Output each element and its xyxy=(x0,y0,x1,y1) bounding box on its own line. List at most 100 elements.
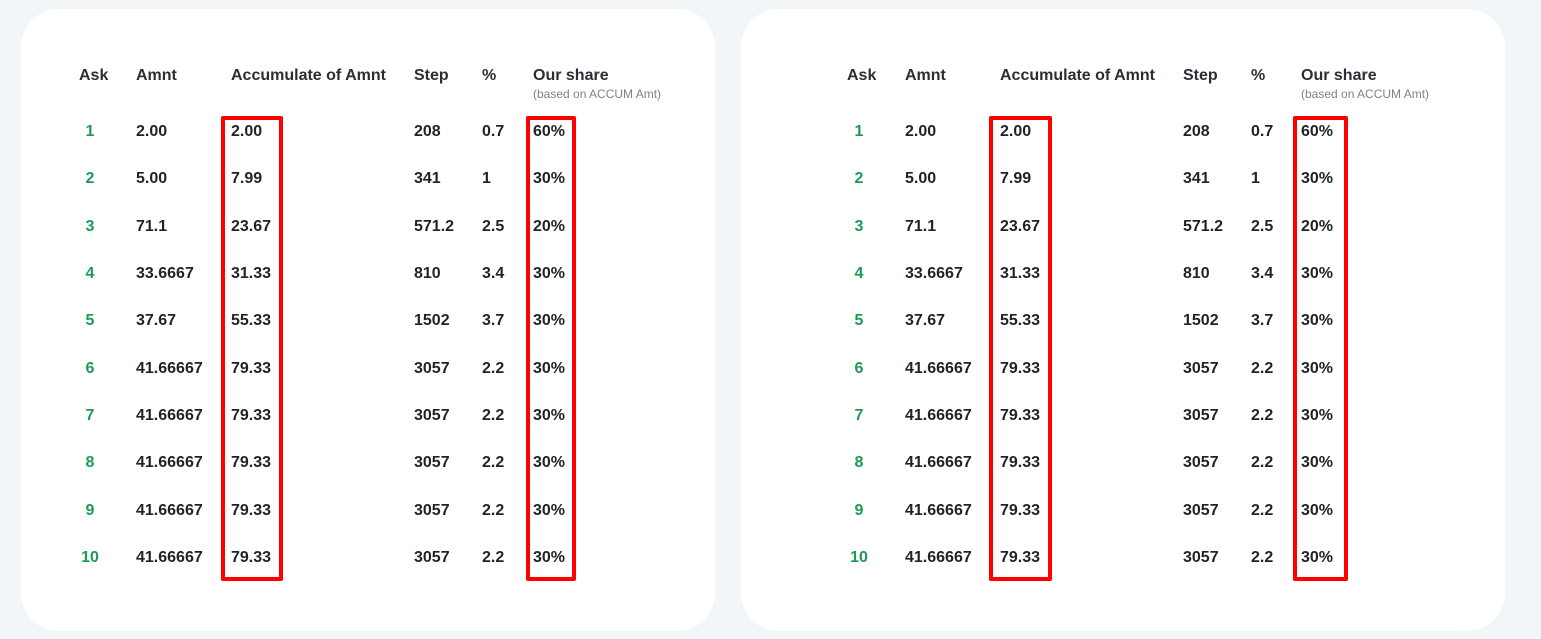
cell-accum: 7.99 xyxy=(231,170,263,188)
cell-accum: 79.33 xyxy=(231,359,272,377)
cell-step: 341 xyxy=(414,170,441,188)
cell-pct: 2.2 xyxy=(1251,359,1274,377)
cell-accum: 31.33 xyxy=(231,265,272,283)
highlight-box-accumulate-column xyxy=(989,116,1052,581)
cell-share: 30% xyxy=(1301,501,1334,519)
cell-ask: 8 xyxy=(854,454,864,472)
cell-pct: 2.5 xyxy=(1251,217,1274,235)
cell-amnt: 33.6667 xyxy=(136,265,194,283)
header-share-subtitle: (based on ACCUM Amt) xyxy=(1301,87,1430,101)
share-table: Ask Amnt Accumulate of Amnt Step% Our share (… xyxy=(741,9,1505,631)
cell-pct: 2.2 xyxy=(482,501,505,519)
cell-accum: 55.33 xyxy=(231,312,272,330)
cell-amnt: 5.00 xyxy=(905,170,937,188)
cell-pct: 3.7 xyxy=(482,312,505,330)
header-pct: % xyxy=(482,67,497,84)
cell-pct: 3.7 xyxy=(1251,312,1274,330)
cell-accum: 31.33 xyxy=(1000,265,1041,283)
cell-step: 3057 xyxy=(414,359,450,377)
cell-amnt: 41.66667 xyxy=(905,549,972,567)
cell-accum: 2.00 xyxy=(231,123,263,140)
cell-amnt: 33.6667 xyxy=(905,265,963,283)
cell-share: 30% xyxy=(1301,407,1334,425)
cell-accum: 55.33 xyxy=(1000,312,1041,330)
cell-step: 3057 xyxy=(414,549,450,567)
cell-amnt: 41.66667 xyxy=(905,407,972,425)
cell-ask: 5 xyxy=(85,312,95,330)
cell-ask: 10 xyxy=(850,549,868,567)
cell-step: 208 xyxy=(414,123,441,140)
cell-share: 30% xyxy=(1301,265,1334,283)
header-share-subtitle: (based on ACCUM Amt) xyxy=(533,87,662,101)
cell-step: 3057 xyxy=(414,407,450,425)
cell-ask: 7 xyxy=(85,407,95,425)
cell-ask: 2 xyxy=(85,170,95,188)
cell-share: 30% xyxy=(533,170,566,188)
cell-pct: 2.2 xyxy=(1251,454,1274,472)
cell-accum: 79.33 xyxy=(1000,549,1041,567)
table-card-left: Ask Amnt Accumulate of Amnt Step% Our share (… xyxy=(21,9,715,631)
cell-share: 30% xyxy=(533,407,566,425)
cell-amnt: 41.66667 xyxy=(136,501,203,519)
cell-accum: 79.33 xyxy=(231,454,272,472)
cell-amnt: 37.67 xyxy=(905,312,946,330)
cell-amnt: 2.00 xyxy=(905,123,937,140)
cell-share: 30% xyxy=(533,501,566,519)
cell-share: 60% xyxy=(1301,123,1334,140)
cell-pct: 2.2 xyxy=(1251,407,1274,425)
cell-amnt: 41.66667 xyxy=(905,501,972,519)
cell-ask: 2 xyxy=(854,170,864,188)
cell-share: 30% xyxy=(1301,312,1334,330)
header-step: Step xyxy=(414,67,449,84)
cell-accum: 79.33 xyxy=(1000,454,1041,472)
cell-ask: 3 xyxy=(85,217,95,235)
cell-pct: 2.2 xyxy=(1251,501,1274,519)
cell-pct: 2.5 xyxy=(482,217,505,235)
cell-step: 810 xyxy=(1183,265,1210,283)
cell-amnt: 41.66667 xyxy=(136,407,203,425)
cell-step: 1502 xyxy=(414,312,450,330)
cell-ask: 9 xyxy=(854,501,864,519)
cell-share: 20% xyxy=(533,217,566,235)
cell-pct: 2.2 xyxy=(482,549,505,567)
cell-accum: 7.99 xyxy=(1000,170,1032,188)
header-amnt: Amnt xyxy=(905,67,946,84)
cell-share: 30% xyxy=(533,549,566,567)
header-pct: % xyxy=(1251,67,1266,84)
cell-ask: 7 xyxy=(854,407,864,425)
share-table: Ask Amnt Accumulate of Amnt Step% Our share (… xyxy=(21,9,715,631)
cell-accum: 23.67 xyxy=(1000,217,1041,235)
cell-ask: 10 xyxy=(81,549,99,567)
cell-share: 30% xyxy=(533,359,566,377)
cell-step: 3057 xyxy=(414,454,450,472)
cell-pct: 2.2 xyxy=(482,454,505,472)
cell-accum: 79.33 xyxy=(1000,501,1041,519)
cell-ask: 6 xyxy=(85,359,95,377)
cell-pct: 2.2 xyxy=(482,359,505,377)
cell-share: 30% xyxy=(1301,549,1334,567)
header-accum: Accumulate of Amnt xyxy=(1000,67,1155,84)
header-accum: Accumulate of Amnt xyxy=(231,67,386,84)
cell-amnt: 41.66667 xyxy=(905,359,972,377)
cell-share: 60% xyxy=(533,123,566,140)
cell-pct: 3.4 xyxy=(482,265,505,283)
header-step: Step xyxy=(1183,67,1218,84)
highlight-box-share-column xyxy=(1293,116,1348,581)
header-share: Our share xyxy=(533,67,609,84)
cell-pct: 1 xyxy=(482,170,491,188)
cell-amnt: 2.00 xyxy=(136,123,168,140)
cell-accum: 2.00 xyxy=(1000,123,1032,140)
cell-step: 571.2 xyxy=(1183,217,1224,235)
cell-ask: 6 xyxy=(854,359,864,377)
cell-accum: 79.33 xyxy=(231,501,272,519)
cell-pct: 1 xyxy=(1251,170,1260,188)
cell-amnt: 41.66667 xyxy=(905,454,972,472)
highlight-box-accumulate-column xyxy=(221,116,283,581)
cell-ask: 1 xyxy=(854,123,864,140)
cell-ask: 5 xyxy=(854,312,864,330)
cell-pct: 0.7 xyxy=(482,123,505,140)
cell-share: 30% xyxy=(533,312,566,330)
cell-step: 3057 xyxy=(1183,501,1219,519)
cell-step: 3057 xyxy=(1183,407,1219,425)
header-amnt: Amnt xyxy=(136,67,177,84)
